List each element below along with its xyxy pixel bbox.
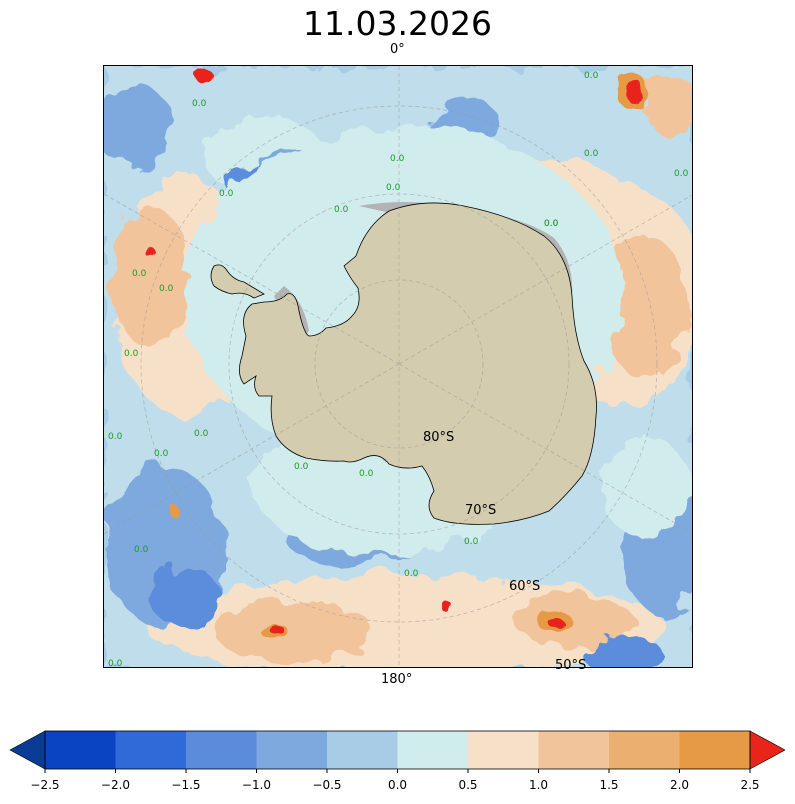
colorbar-over-arrow bbox=[749, 730, 786, 770]
colorbar-segments bbox=[45, 731, 751, 769]
colorbar-tick-label: −1.5 bbox=[171, 778, 201, 792]
colorbar-segment bbox=[468, 731, 539, 769]
contour-label: 0.0 bbox=[294, 462, 309, 472]
contour-label: 0.0 bbox=[464, 537, 479, 547]
contour-labels: 0.0 0.0 0.0 0.0 0.0 0.0 0.0 0.0 0.0 0.0 … bbox=[108, 71, 689, 668]
contour-label: 0.0 bbox=[108, 432, 123, 442]
contour-label: 0.0 bbox=[390, 154, 405, 164]
lat-label-70s: 70°S bbox=[465, 503, 497, 518]
contour-label: 0.0 bbox=[219, 189, 234, 199]
contour-label: 0.0 bbox=[108, 659, 123, 668]
colorbar-segment bbox=[256, 731, 328, 769]
colorbar-segment bbox=[115, 731, 187, 769]
colorbar-segment bbox=[609, 731, 680, 769]
lat-label-60s: 60°S bbox=[509, 579, 541, 594]
colorbar-tick-label: 2.5 bbox=[740, 778, 760, 792]
colorbar-segment bbox=[45, 731, 116, 769]
contour-label: 0.0 bbox=[132, 269, 147, 279]
antarctica-landmass bbox=[239, 202, 597, 525]
colorbar-tick-label: 0.0 bbox=[387, 778, 408, 792]
contour-label: 0.0 bbox=[192, 99, 207, 109]
contour-label: 0.0 bbox=[544, 219, 559, 229]
colorbar-segment bbox=[538, 731, 610, 769]
colorbar-tickmarks bbox=[44, 769, 751, 773]
colorbar-tick-label: −0.5 bbox=[312, 778, 342, 792]
contour-label: 0.0 bbox=[544, 219, 559, 229]
antarctic-map: 0.0 0.0 0.0 0.0 0.0 0.0 0.0 0.0 0.0 0.0 … bbox=[103, 65, 693, 668]
contour-label: 0.0 bbox=[134, 545, 149, 555]
colorbar-segment bbox=[397, 731, 469, 769]
map-title: 11.03.2026 bbox=[303, 4, 492, 43]
graticule bbox=[104, 66, 692, 667]
colorbar-tick-label: 0.5 bbox=[458, 778, 478, 792]
colorbar-tick-label: −2.5 bbox=[30, 778, 60, 792]
colorbar-tick-label: 1.5 bbox=[599, 778, 619, 792]
contour-label: 0.0 bbox=[584, 149, 599, 159]
colorbar-tick-label: 1.0 bbox=[528, 778, 549, 792]
lat-label-50s: 50°S bbox=[555, 658, 587, 673]
contour-label: 0.0 bbox=[584, 71, 599, 81]
contour-label: 0.0 bbox=[124, 349, 139, 359]
contour-label: 0.0 bbox=[154, 449, 169, 459]
colorbar-tick-label: 2.0 bbox=[669, 778, 690, 792]
antarctic-peninsula bbox=[210, 264, 265, 299]
contour-label: 0.0 bbox=[334, 205, 349, 215]
colorbar-segment bbox=[186, 731, 257, 769]
colorbar-segment bbox=[327, 731, 398, 769]
colorbar-under-arrow bbox=[9, 730, 46, 770]
contour-label: 0.0 bbox=[674, 169, 689, 179]
colorbar-segment bbox=[679, 731, 751, 769]
colorbar-tick-label: −1.0 bbox=[241, 778, 272, 792]
bottom-longitude-label: 180° bbox=[381, 672, 413, 687]
contour-label: 0.0 bbox=[359, 469, 374, 479]
anomaly-hotspots bbox=[143, 69, 648, 639]
colorbar-tick-label: −2.0 bbox=[100, 778, 131, 792]
lat-label-80s: 80°S bbox=[423, 430, 455, 445]
contour-label: 0.0 bbox=[159, 284, 174, 294]
contour-label: 0.0 bbox=[194, 429, 209, 439]
map-canvas: 0.0 0.0 0.0 0.0 0.0 0.0 0.0 0.0 0.0 0.0 … bbox=[104, 66, 692, 668]
top-longitude-label: 0° bbox=[390, 42, 405, 57]
contour-label: 0.0 bbox=[386, 183, 401, 193]
contour-label: 0.0 bbox=[404, 569, 419, 579]
colorbar bbox=[9, 730, 786, 773]
